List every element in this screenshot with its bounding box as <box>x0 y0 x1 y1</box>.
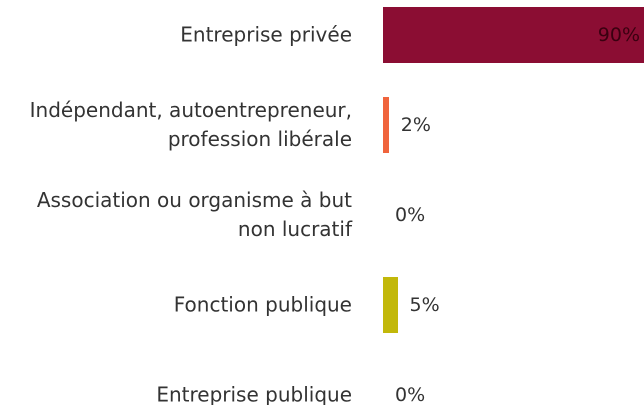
category-label: Entreprise privée <box>180 22 352 47</box>
value-label: 90% <box>597 24 640 46</box>
category-label: Entreprise publique <box>156 382 352 405</box>
category-label: Association ou organisme à but non lucra… <box>36 188 352 241</box>
value-label: 0% <box>395 204 426 226</box>
value-label: 5% <box>409 294 440 316</box>
bar <box>383 97 389 153</box>
value-label: 0% <box>395 384 426 405</box>
category-label: Indépendant, autoentrepreneur, professio… <box>29 98 352 151</box>
bar <box>383 7 644 63</box>
value-label: 2% <box>400 114 431 136</box>
bar <box>383 277 398 333</box>
category-label: Fonction publique <box>173 292 352 317</box>
